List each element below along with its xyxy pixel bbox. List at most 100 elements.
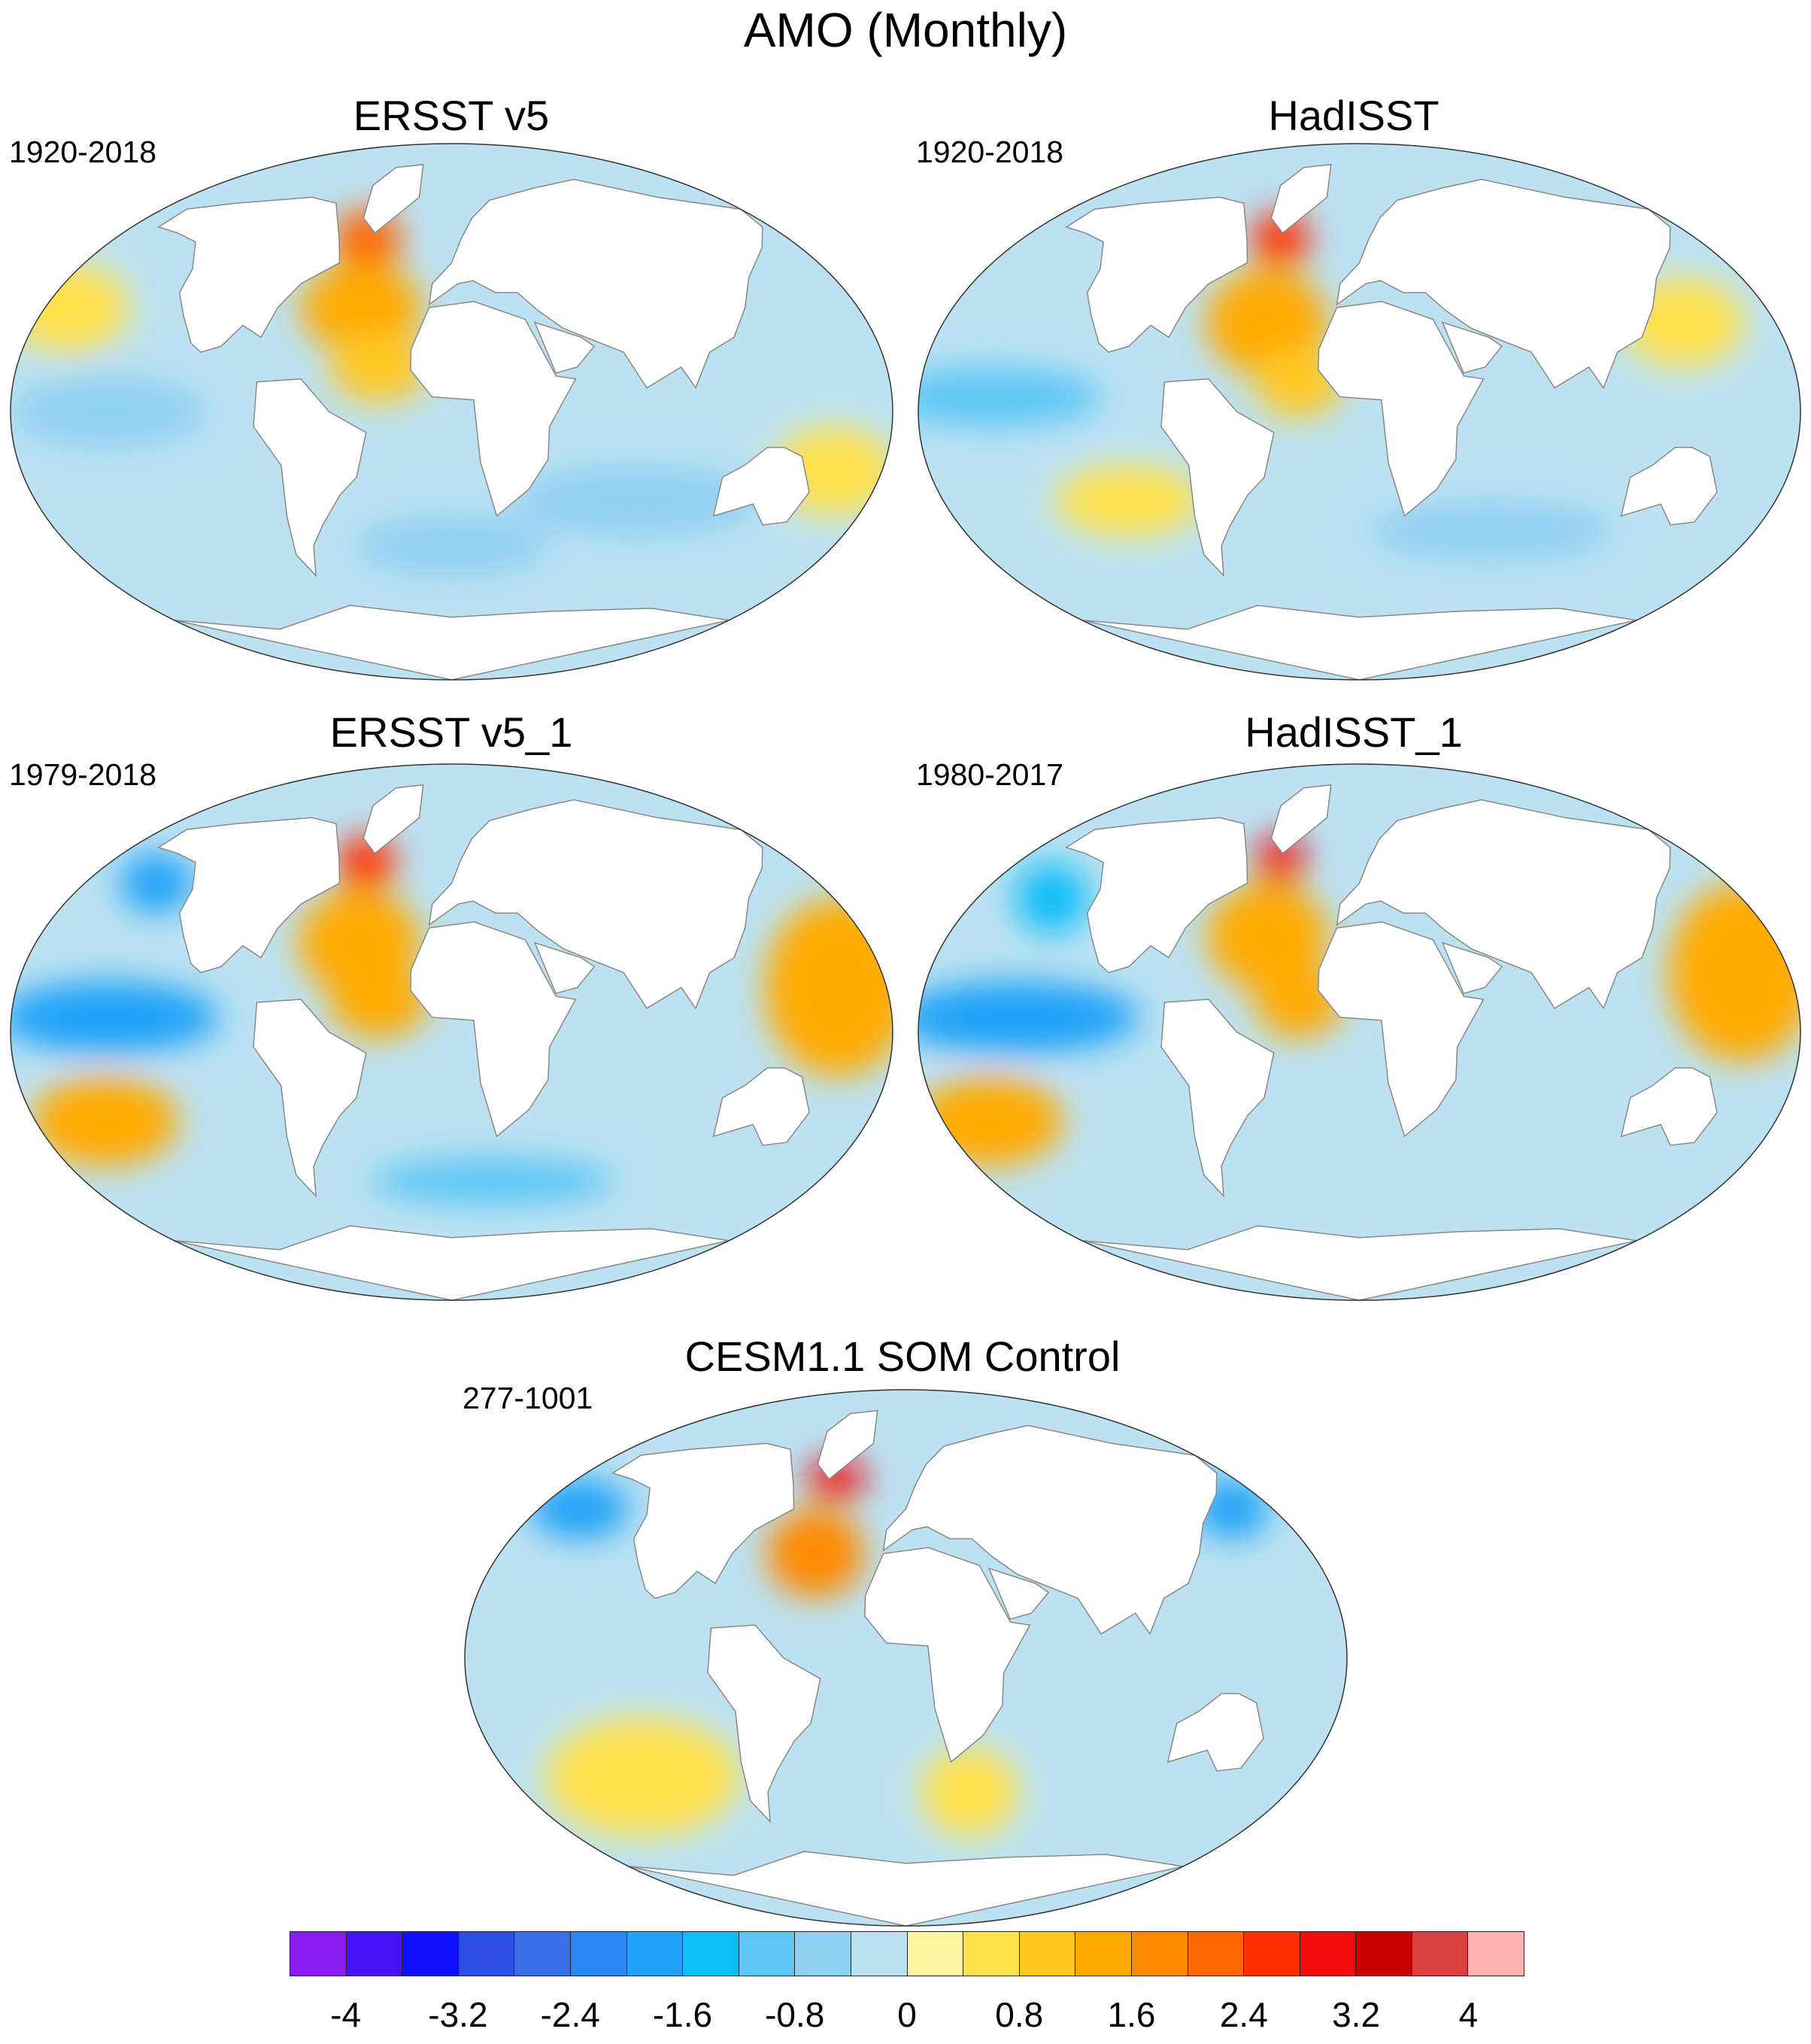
panel-title-hadisst1: HadISST_1	[1245, 708, 1463, 756]
landmass-australia	[712, 447, 810, 526]
landmass-africa	[410, 921, 577, 1138]
colorbar-tick-label: 2.4	[1219, 1995, 1268, 2034]
landmass-north-america	[611, 1442, 795, 1600]
colorbar-box	[1188, 1932, 1245, 1976]
anomaly-region	[1054, 465, 1203, 537]
panel-period-hadisst: 1920-2018	[916, 135, 1064, 169]
map-border	[464, 1389, 1348, 1927]
colorbar-box	[1131, 1932, 1188, 1976]
panel-period-ersst: 1920-2018	[9, 135, 157, 169]
colorbar-tick-label: -4	[330, 1995, 362, 2034]
anomaly-region	[329, 966, 428, 1039]
anomaly-region	[1256, 835, 1306, 884]
anomaly-region	[1251, 212, 1310, 266]
anomaly-region	[530, 1478, 629, 1539]
colorbar-box	[1300, 1932, 1357, 1976]
landmass-greenland	[363, 784, 424, 854]
landmass-south-america	[253, 999, 367, 1198]
anomaly-region	[766, 1509, 865, 1599]
panel-title-ersst: ERSST v5	[353, 92, 550, 139]
landmass-eurasia	[882, 1424, 1218, 1636]
anomaly-region	[369, 1157, 615, 1205]
figure-title: AMO (Monthly)	[743, 3, 1068, 57]
anomaly-region	[11, 262, 129, 353]
colorbar-box	[1356, 1932, 1412, 1976]
colorbar-box	[346, 1932, 403, 1976]
colorbar-box	[458, 1932, 515, 1976]
colorbar-tick-label: -2.4	[540, 1995, 600, 2034]
landmass-australia	[1620, 1067, 1718, 1146]
anomaly-region	[353, 516, 550, 576]
colorbar-tick-label: -3.2	[428, 1995, 488, 2034]
landmass-antarctica	[1081, 605, 1637, 680]
landmass-eurasia	[428, 799, 763, 1010]
colorbar-box	[963, 1932, 1020, 1976]
landmass-north-america	[1065, 817, 1248, 974]
panel-period-cesm: 277-1001	[463, 1381, 593, 1415]
anomaly-region	[764, 898, 893, 1077]
colorbar-tick-label: -1.6	[652, 1995, 713, 2034]
landmass-arabia	[987, 1567, 1050, 1620]
landmass-eurasia	[428, 178, 763, 390]
map-cesm	[464, 1389, 1348, 1927]
colorbar	[290, 1931, 1524, 1976]
colorbar-box	[1019, 1932, 1076, 1976]
map-hadisst1	[918, 763, 1801, 1301]
colorbar-tick-label: 4	[1458, 1995, 1479, 2034]
landmass-australia	[1166, 1693, 1264, 1772]
anomaly-region	[329, 331, 429, 403]
landmass-antarctica	[1081, 1225, 1637, 1300]
colorbar-box	[907, 1932, 964, 1976]
anomaly-region	[918, 367, 1103, 427]
colorbar-box	[851, 1932, 908, 1976]
landmass-africa	[1318, 921, 1485, 1138]
map-ersst	[10, 143, 893, 681]
anomaly-region	[299, 262, 423, 353]
landmass-arabia	[1441, 942, 1503, 994]
landmass-antarctica	[174, 605, 730, 680]
landmass-greenland	[363, 163, 424, 234]
landmass-africa	[1318, 301, 1485, 517]
panel-period-hadisst1: 1980-2017	[916, 757, 1064, 792]
landmass-south-america	[1160, 378, 1275, 578]
landmass-arabia	[533, 942, 596, 994]
colorbar-tick-label: 0.8	[995, 1995, 1044, 2034]
anomaly-region	[11, 981, 220, 1054]
landmass-australia	[712, 1067, 810, 1146]
map-border	[10, 763, 893, 1301]
colorbar-box	[402, 1932, 459, 1976]
colorbar-box	[290, 1932, 347, 1976]
panel-period-ersst1: 1979-2018	[9, 757, 157, 792]
map-border	[10, 143, 893, 681]
landmass-greenland	[1270, 784, 1332, 854]
anomaly-region	[918, 1076, 1063, 1166]
colorbar-tick-label: -0.8	[765, 1995, 825, 2034]
map-hadisst	[918, 143, 1801, 681]
colorbar-box	[683, 1932, 739, 1976]
landmass-south-america	[1160, 999, 1275, 1198]
landmass-africa	[410, 301, 577, 517]
landmass-arabia	[533, 321, 596, 374]
landmass-north-america	[1065, 196, 1248, 353]
landmass-australia	[1620, 447, 1718, 526]
landmass-arabia	[1441, 321, 1503, 374]
anomaly-region	[1368, 501, 1614, 561]
landmass-antarctica	[174, 1225, 730, 1300]
landmass-north-america	[157, 817, 341, 974]
colorbar-box	[514, 1932, 571, 1976]
landmass-south-america	[707, 1624, 821, 1824]
anomaly-region	[921, 1747, 1019, 1837]
anomaly-region	[918, 981, 1139, 1054]
panel-title-hadisst: HadISST	[1268, 92, 1439, 139]
landmass-greenland	[1270, 163, 1332, 234]
anomaly-region	[544, 1717, 741, 1837]
anomaly-region	[31, 1076, 179, 1166]
anomaly-region	[11, 376, 207, 447]
anomaly-region	[119, 853, 193, 913]
colorbar-box	[795, 1932, 851, 1976]
landmass-eurasia	[1336, 178, 1671, 390]
colorbar-tick-label: 1.6	[1107, 1995, 1156, 2034]
landmass-africa	[864, 1547, 1031, 1763]
colorbar-box	[1412, 1932, 1469, 1976]
colorbar-tick-label: 3.2	[1332, 1995, 1381, 2034]
